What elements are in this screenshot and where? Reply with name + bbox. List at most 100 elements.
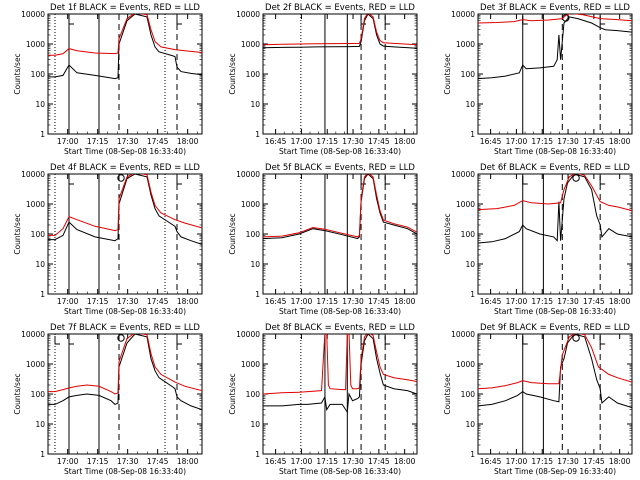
panel-title: Det 5f BLACK = Events, RED = LLD — [265, 163, 415, 173]
plot-frame — [477, 333, 633, 455]
x-tick-label: 16:45 — [480, 137, 502, 146]
series-events-line — [263, 174, 417, 240]
panel-title: Det 1f BLACK = Events, RED = LLD — [50, 3, 200, 13]
flag-marker-icon — [68, 336, 74, 345]
y-tick-label: 1000 — [241, 40, 260, 49]
x-tick-label: 17:30 — [342, 137, 364, 146]
series-events-line — [48, 14, 202, 80]
series-lld-line — [263, 334, 417, 395]
y-tick-label: 1 — [255, 450, 260, 459]
x-axis-label: Start Time (08-Sep-08 16:33:40) — [64, 467, 186, 476]
y-tick-label: 100 — [31, 230, 46, 239]
x-tick-label: 17:45 — [583, 137, 605, 146]
y-tick-label: 100 — [31, 70, 46, 79]
circle-marker-icon — [572, 334, 580, 342]
x-tick-label: 17:30 — [117, 297, 139, 306]
plot-frame — [262, 333, 418, 455]
x-tick-label: 18:00 — [609, 457, 631, 466]
x-tick-label: 17:30 — [557, 457, 579, 466]
y-tick-label: 10 — [465, 260, 475, 269]
flag-marker-icon — [176, 336, 182, 345]
x-tick-label: 17:15 — [316, 297, 338, 306]
series-group — [263, 14, 417, 49]
flag-marker-icon — [522, 336, 528, 345]
y-tick-label: 10000 — [21, 10, 45, 19]
y-tick-label: 100 — [246, 230, 261, 239]
series-lld-line — [478, 14, 632, 24]
panel-title: Det 7f BLACK = Events, RED = LLD — [50, 323, 200, 333]
panel-title: Det 6f BLACK = Events, RED = LLD — [480, 163, 630, 173]
detector-panel-6: Det 6f BLACK = Events, RED = LLD 1 10 100 10… — [443, 163, 633, 316]
y-tick-label: 1 — [40, 290, 45, 299]
flag-marker-icon — [384, 176, 391, 185]
x-axis-label: Start Time (08-Sep-08 16:33:40) — [279, 147, 401, 156]
series-events-line — [478, 174, 632, 244]
y-tick-label: 1000 — [241, 360, 260, 369]
y-axis-label: Counts/sec — [13, 53, 22, 94]
x-tick-label: 17:00 — [506, 297, 528, 306]
y-tick-label: 1 — [470, 290, 475, 299]
series-events-line — [48, 174, 202, 245]
x-tick-label: 18:00 — [394, 297, 416, 306]
x-tick-label: 17:30 — [557, 297, 579, 306]
x-tick-label: 17:45 — [368, 137, 390, 146]
series-lld-line — [48, 14, 202, 56]
x-tick-label: 18:00 — [609, 297, 631, 306]
x-tick-label: 17:00 — [291, 297, 313, 306]
x-tick-label: 17:00 — [506, 137, 528, 146]
flag-marker-icon — [68, 176, 74, 185]
x-axis-label: Start Time (08-Sep-08 16:33:40) — [494, 307, 616, 316]
x-tick-label: 17:45 — [368, 457, 390, 466]
x-tick-label: 17:15 — [531, 457, 553, 466]
plot-frame — [477, 173, 633, 295]
detector-panel-1: Det 1f BLACK = Events, RED = LLD 1 10 100 10… — [13, 3, 203, 156]
series-lld-line — [478, 334, 632, 390]
x-tick-label: 16:45 — [265, 457, 287, 466]
y-tick-label: 1 — [470, 450, 475, 459]
y-tick-label: 10 — [250, 100, 260, 109]
flag-marker-icon — [360, 176, 367, 185]
y-tick-label: 1 — [255, 130, 260, 139]
x-tick-label: 16:45 — [480, 457, 502, 466]
panel-title: Det 9f BLACK = Events, RED = LLD — [480, 323, 630, 333]
x-tick-label: 18:00 — [177, 137, 199, 146]
y-tick-label: 1 — [255, 290, 260, 299]
x-tick-label: 18:00 — [394, 457, 416, 466]
flag-marker-icon — [384, 336, 391, 345]
series-events-line — [48, 334, 202, 411]
x-tick-label: 17:15 — [87, 297, 109, 306]
x-tick-label: 17:45 — [583, 457, 605, 466]
x-tick-label: 17:30 — [557, 137, 579, 146]
x-tick-label: 18:00 — [177, 297, 199, 306]
y-axis-label: Counts/sec — [443, 53, 452, 94]
x-tick-label: 16:45 — [265, 137, 287, 146]
y-axis-label: Counts/sec — [228, 213, 237, 254]
y-tick-label: 100 — [461, 390, 476, 399]
panel-title: Det 2f BLACK = Events, RED = LLD — [265, 3, 415, 13]
x-tick-label: 17:30 — [117, 457, 139, 466]
x-tick-label: 17:30 — [342, 457, 364, 466]
x-tick-label: 16:45 — [480, 297, 502, 306]
y-tick-label: 100 — [461, 230, 476, 239]
y-axis-label: Counts/sec — [13, 213, 22, 254]
flag-marker-icon — [599, 16, 606, 25]
y-tick-label: 10000 — [236, 170, 260, 179]
x-tick-label: 17:15 — [316, 137, 338, 146]
y-tick-label: 1000 — [456, 200, 475, 209]
x-axis-label: Start Time (08-Sep-08 16:33:40) — [279, 467, 401, 476]
circle-marker-icon — [117, 334, 125, 342]
x-tick-label: 17:45 — [147, 457, 169, 466]
y-tick-label: 100 — [246, 70, 261, 79]
y-tick-label: 1 — [40, 130, 45, 139]
detector-panel-8: Det 8f BLACK = Events, RED = LLD 1 10 100 10… — [228, 323, 418, 476]
x-axis-label: Start Time (08-Sep-08 16:33:40) — [279, 307, 401, 316]
flag-marker-icon — [522, 176, 528, 185]
y-tick-label: 10 — [250, 260, 260, 269]
series-lld-line — [263, 14, 417, 46]
x-tick-label: 16:45 — [265, 297, 287, 306]
y-tick-label: 1 — [470, 130, 475, 139]
series-lld-line — [48, 334, 202, 395]
y-axis-label: Counts/sec — [13, 373, 22, 414]
series-group — [478, 14, 632, 80]
plot-frame — [262, 13, 418, 135]
